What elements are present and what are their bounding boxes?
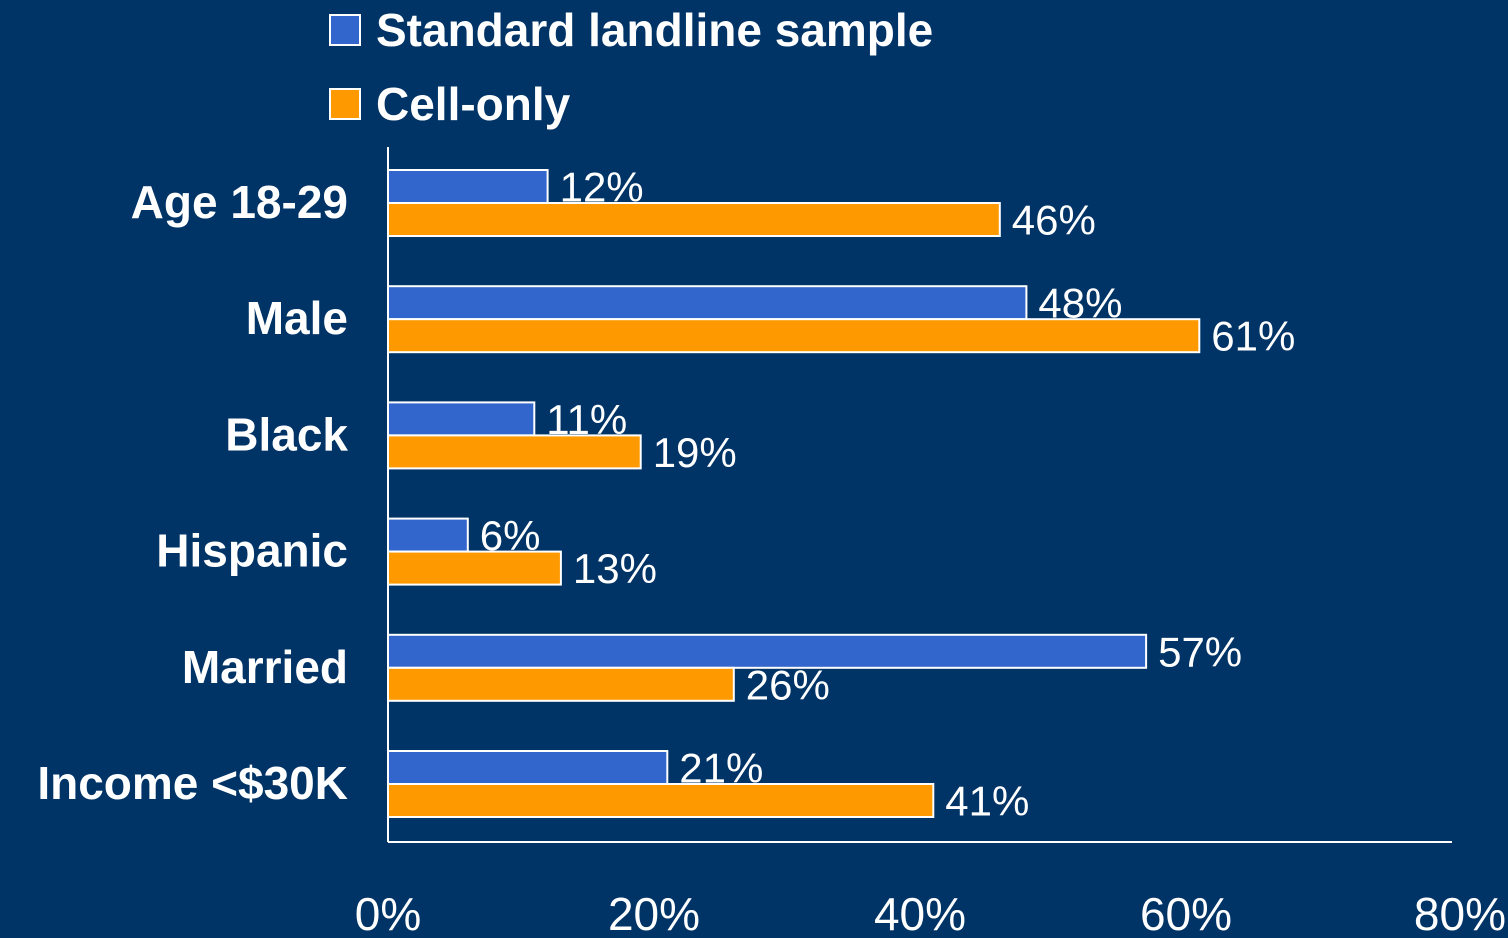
- category-label-4: Married: [182, 641, 348, 693]
- category-label-0: Age 18-29: [131, 176, 348, 228]
- x-tick-labels: 0% 20% 40% 60% 80%: [355, 888, 1506, 938]
- value-label-0-5: 21%: [679, 745, 763, 792]
- category-labels: Age 18-29 Male Black Hispanic Married Income …: [37, 176, 348, 809]
- value-labels: 12% 46% 48% 61% 11% 19% 6% 13% 57% 26% 21% 41%: [480, 164, 1296, 825]
- value-label-0-4: 57%: [1158, 628, 1242, 675]
- bar-0-0: [387, 169, 549, 204]
- value-label-0-3: 6%: [480, 512, 541, 559]
- legend: Standard landline sample Cell-only: [329, 4, 933, 130]
- bar-1-3: [387, 550, 562, 586]
- bar-0-2: [387, 401, 536, 437]
- legend-swatch-1: [329, 88, 361, 120]
- value-label-0-0: 12%: [560, 164, 644, 211]
- bar-0-3: [387, 517, 469, 553]
- legend-label-1: Cell-only: [376, 78, 571, 130]
- x-tick-label-0: 0%: [355, 888, 421, 938]
- value-label-1-4: 26%: [746, 661, 830, 708]
- category-label-5: Income <$30K: [37, 757, 348, 809]
- axes: [387, 147, 1452, 843]
- category-label-1: Male: [246, 292, 348, 344]
- x-tick-label-2: 40%: [874, 888, 966, 938]
- bars: [387, 169, 1201, 818]
- x-tick-label-3: 60%: [1140, 888, 1232, 938]
- bar-1-4: [387, 666, 735, 702]
- value-label-1-3: 13%: [573, 545, 657, 592]
- value-label-0-2: 11%: [546, 396, 627, 443]
- category-label-2: Black: [225, 408, 348, 460]
- value-label-0-1: 48%: [1038, 280, 1122, 327]
- x-tick-label-4: 80%: [1414, 888, 1506, 938]
- value-label-1-0: 46%: [1012, 197, 1096, 244]
- category-label-3: Hispanic: [156, 525, 348, 577]
- bar-0-4: [387, 633, 1148, 669]
- bar-0-1: [387, 285, 1028, 321]
- bar-1-5: [387, 783, 935, 818]
- value-label-1-5: 41%: [945, 778, 1029, 825]
- bar-1-2: [387, 434, 642, 470]
- legend-label-0: Standard landline sample: [376, 4, 933, 56]
- bar-0-5: [387, 750, 669, 785]
- value-label-1-2: 19%: [653, 429, 737, 476]
- legend-swatch-0: [329, 14, 361, 46]
- bar-1-0: [387, 202, 1001, 237]
- value-label-1-1: 61%: [1211, 313, 1295, 360]
- x-tick-label-1: 20%: [608, 888, 700, 938]
